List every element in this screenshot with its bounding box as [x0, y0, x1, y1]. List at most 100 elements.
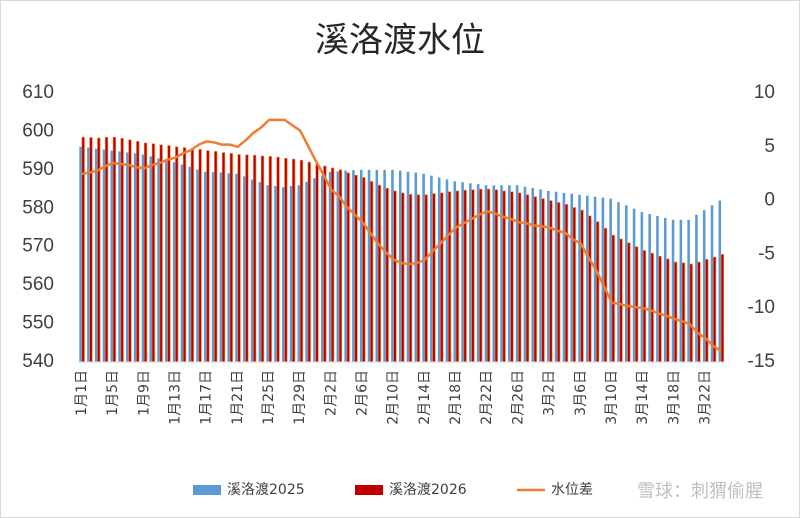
x-tick-label: 1月1日: [74, 370, 90, 416]
bar: [453, 181, 457, 362]
y2-tick-label: -5: [758, 243, 775, 264]
bar: [632, 208, 636, 362]
bar: [211, 172, 215, 362]
bar: [120, 138, 124, 363]
bar: [710, 205, 714, 362]
bar: [260, 155, 265, 363]
y2-tick-label: -15: [748, 351, 775, 372]
bar: [196, 169, 199, 362]
legend-swatch: [193, 485, 221, 495]
bar: [695, 214, 698, 362]
bar: [320, 175, 324, 362]
bar: [635, 246, 639, 363]
bar: [102, 149, 106, 362]
x-tick-label: 2月14日: [417, 370, 433, 425]
legend-label: 溪洛渡2025: [227, 482, 305, 498]
bar: [656, 215, 659, 362]
bar: [648, 214, 651, 362]
bar: [445, 179, 449, 362]
bar: [554, 191, 558, 362]
bar: [385, 188, 389, 363]
bar: [697, 261, 701, 363]
bar: [572, 207, 576, 363]
x-tick-label: 1月21日: [230, 370, 246, 425]
bar: [167, 145, 171, 363]
bar: [484, 185, 488, 362]
bar: [525, 194, 530, 363]
bar: [243, 176, 246, 362]
chart-title: 溪洛渡水位: [315, 21, 485, 61]
bar: [235, 173, 238, 362]
bar: [221, 152, 226, 363]
bar: [375, 169, 379, 362]
y-tick-label: 580: [22, 197, 54, 218]
y-tick-label: 540: [22, 351, 54, 372]
bar: [671, 219, 675, 362]
bar: [250, 179, 254, 362]
bar: [188, 166, 192, 362]
bar: [679, 219, 683, 362]
bar: [328, 171, 332, 362]
y2-tick-label: 10: [754, 82, 775, 103]
bar: [94, 148, 98, 362]
bar: [440, 192, 444, 363]
bar: [136, 141, 140, 363]
bar: [151, 143, 155, 363]
bar: [237, 154, 241, 363]
bar: [588, 215, 592, 363]
bar: [81, 136, 85, 363]
bar: [362, 177, 366, 363]
bar: [580, 209, 584, 363]
bar: [276, 156, 280, 363]
bar: [547, 190, 550, 362]
bar: [79, 146, 82, 362]
bar: [336, 171, 340, 362]
bar: [313, 178, 316, 362]
bar: [500, 185, 503, 362]
y-tick-label: 610: [22, 82, 54, 103]
y-tick-label: 550: [22, 313, 54, 334]
bar: [564, 204, 569, 363]
bar: [666, 258, 670, 363]
bar: [393, 190, 397, 363]
bar: [658, 256, 662, 363]
y-tick-label: 570: [22, 236, 54, 257]
x-tick-label: 3月18日: [666, 370, 682, 425]
bar: [705, 259, 709, 363]
bar: [229, 153, 233, 363]
bar: [570, 193, 573, 362]
bar: [515, 185, 519, 362]
bar: [531, 187, 535, 362]
bar: [510, 191, 514, 363]
bar: [344, 170, 347, 362]
bar: [593, 196, 597, 362]
bar: [315, 163, 319, 363]
bar: [307, 161, 311, 363]
x-tick-label: 1月29日: [292, 370, 308, 425]
bar: [219, 172, 223, 362]
bar: [508, 185, 511, 362]
x-tick-label: 2月22日: [479, 370, 495, 425]
bar: [557, 202, 561, 363]
y2-tick-label: 0: [764, 190, 775, 211]
bar: [539, 189, 542, 362]
bar: [718, 200, 722, 362]
bar: [424, 194, 428, 363]
bar: [416, 194, 420, 363]
bar: [126, 152, 129, 362]
bar: [299, 159, 304, 363]
bar: [133, 153, 137, 362]
y-tick-label: 590: [22, 159, 54, 180]
bar: [447, 191, 452, 363]
bar: [391, 169, 394, 362]
bar: [617, 202, 620, 362]
bar: [533, 196, 537, 363]
legend-swatch: [355, 485, 383, 495]
bar: [640, 212, 644, 362]
bar: [175, 146, 179, 363]
x-tick-label: 1月5日: [105, 370, 121, 416]
bar: [227, 173, 231, 362]
bar: [689, 263, 693, 363]
bar: [157, 158, 160, 362]
